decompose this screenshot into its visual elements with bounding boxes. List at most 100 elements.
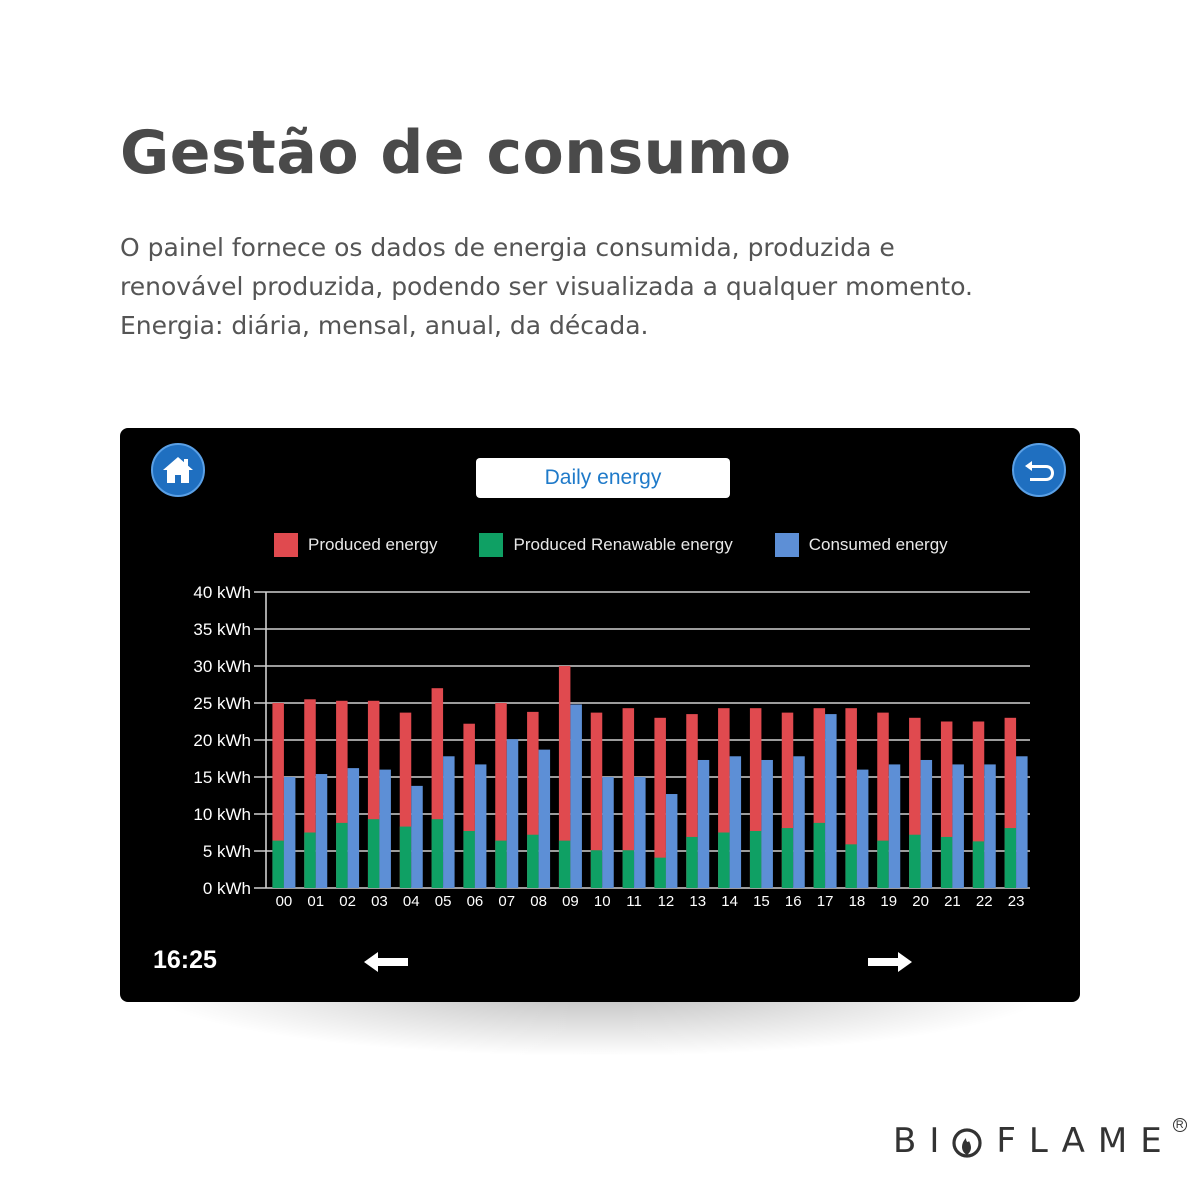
home-icon [163,457,193,483]
y-tick-label: 20 kWh [193,731,251,750]
bar-renewable [718,832,730,888]
bar-produced [972,721,985,888]
x-tick-label: 01 [307,893,324,910]
page-description: O painel fornece os dados de energia con… [120,228,1100,345]
description-line: Energia: diária, mensal, anual, da décad… [120,311,649,340]
bar-produced [272,703,284,888]
bar-produced [336,700,348,888]
previous-button[interactable] [362,950,412,974]
bar-renewable [558,840,571,888]
x-tick-label: 19 [880,893,897,910]
brand-name-left: BI [893,1121,953,1161]
chart-legend: Produced energy Produced Renawable energ… [274,532,948,558]
bar-produced [813,708,826,888]
bar-produced [558,666,571,888]
bar-produced [654,717,666,888]
energy-bar-chart: 0 kWh 5 kWh 10 kWh 15 kWh 20 kWh 25 kWh 30 kWh… [193,583,1030,910]
bar-renewable [813,822,826,888]
x-tick-label: 07 [498,893,515,910]
brand-name-right: FLAME [996,1121,1175,1161]
bar-produced [304,699,316,888]
bar-produced [686,714,698,888]
y-tick-label: 15 kWh [193,768,251,787]
bar-produced [431,688,444,888]
bar-consumed [379,769,391,888]
return-arrow-icon [1025,461,1054,481]
legend-swatch [774,533,799,557]
x-tick-label: 15 [753,893,770,910]
bar-renewable [781,828,794,888]
bar-consumed [856,769,869,888]
bar-produced [749,708,762,888]
bar-renewable [909,834,921,888]
control-panel-screen: 0 kWh 5 kWh 10 kWh 15 kWh 20 kWh 25 kWh 30 kWh… [120,428,1080,1002]
bar-consumed [920,759,933,888]
x-tick-label: 23 [1008,893,1025,910]
bar-consumed [952,764,964,888]
y-tick-label: 10 kWh [193,805,251,824]
bar-consumed [315,774,328,888]
bar-consumed [697,759,710,888]
arrow-left-icon [364,952,408,972]
bar-consumed [347,768,360,888]
x-tick-label: 22 [976,893,993,910]
bar-renewable [590,850,603,888]
bar-produced [590,712,603,888]
y-tick-label: 25 kWh [193,694,251,713]
next-button[interactable] [864,950,914,974]
description-line: renovável produzida, podendo ser visuali… [120,272,973,301]
bar-consumed [825,714,837,888]
bar-consumed [761,759,773,888]
bar-renewable [686,836,698,888]
bar-renewable [431,819,444,888]
legend-label: Produced Renawable energy [513,535,733,554]
bar-produced [845,708,857,888]
bar-renewable [845,844,857,888]
bar-produced [622,708,635,888]
x-tick-label: 10 [594,893,611,910]
bar-consumed [984,764,996,888]
bar-produced [527,711,539,888]
bar-produced [718,708,730,888]
y-tick-label: 0 kWh [203,879,251,898]
bar-consumed [793,756,805,888]
bar-produced [463,723,475,888]
clock-display: 16:25 [153,946,217,974]
x-tick-label: 21 [944,893,961,910]
bar-renewable [367,819,380,888]
legend-label: Consumed energy [808,535,948,554]
bar-consumed [888,764,901,888]
y-tick-label: 35 kWh [193,620,251,639]
bar-renewable [495,840,507,888]
bar-produced [909,717,921,888]
y-tick-label: 5 kWh [203,842,251,861]
flame-icon [952,1128,982,1158]
y-tick-label: 40 kWh [193,583,251,602]
x-tick-label: 08 [530,893,547,910]
legend-swatch [479,533,504,557]
bar-consumed [474,764,487,888]
bar-renewable [272,840,284,888]
bar-consumed [443,756,455,888]
arrow-right-icon [868,952,912,972]
brand-logo: BI FLAME R [893,1118,1187,1164]
bar-renewable [304,832,316,888]
bar-renewable [399,826,412,888]
bar-renewable [877,840,889,888]
bar-consumed [506,739,519,888]
bar-consumed [602,777,614,888]
bar-consumed [729,756,742,888]
y-tick-label: 30 kWh [193,657,251,676]
back-button[interactable] [1012,443,1066,497]
home-button[interactable] [151,443,205,497]
bar-produced [877,712,889,888]
x-tick-label: 00 [276,893,293,910]
bar-renewable [622,850,635,888]
bar-consumed [283,777,296,888]
x-tick-label: 17 [817,893,834,910]
bar-consumed [634,777,646,888]
x-tick-label: 06 [467,893,484,910]
bar-consumed [665,794,678,888]
legend-swatch [274,533,298,557]
legend-item-consumed: Consumed energy [774,533,948,557]
